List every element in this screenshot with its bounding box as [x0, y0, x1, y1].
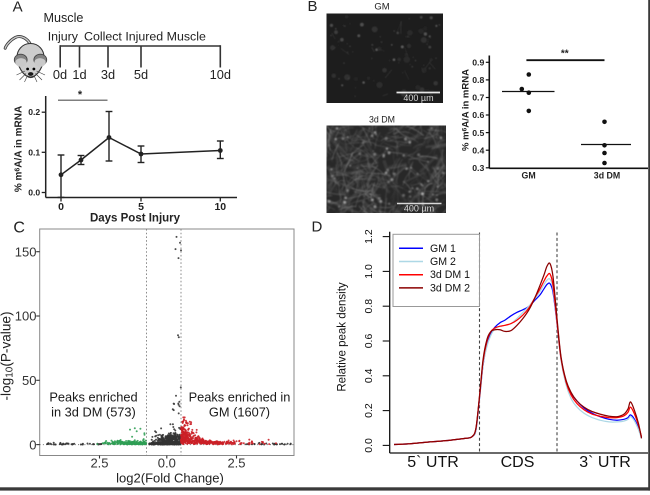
- svg-text:-log10(P-value): -log10(P-value): [0, 312, 15, 401]
- svg-text:log2(Fold Change): log2(Fold Change): [116, 471, 224, 486]
- svg-text:1.2: 1.2: [363, 229, 375, 244]
- svg-text:Muscle: Muscle: [44, 11, 84, 25]
- svg-text:3d DM 2: 3d DM 2: [430, 282, 470, 294]
- svg-text:0.4: 0.4: [472, 145, 484, 155]
- svg-text:CDS: CDS: [501, 454, 535, 471]
- svg-text:3d: 3d: [101, 67, 115, 82]
- svg-text:5` UTR: 5` UTR: [407, 454, 459, 471]
- svg-text:10: 10: [214, 201, 226, 213]
- svg-text:0.6: 0.6: [363, 334, 375, 349]
- svg-text:0.0: 0.0: [158, 455, 176, 470]
- svg-text:GM 1: GM 1: [430, 243, 456, 255]
- svg-text:% m6A/A in mRNA: % m6A/A in mRNA: [14, 106, 25, 192]
- svg-text:GM (1607): GM (1607): [209, 404, 270, 419]
- svg-text:in 3d DM (573): in 3d DM (573): [51, 404, 136, 419]
- svg-text:GM 2: GM 2: [430, 256, 456, 268]
- svg-text:10d: 10d: [210, 67, 231, 82]
- svg-text:0.2: 0.2: [28, 107, 40, 117]
- svg-text:Collect Injured Muscle: Collect Injured Muscle: [84, 30, 206, 44]
- svg-text:Injury: Injury: [48, 30, 79, 44]
- svg-text:Peaks enriched: Peaks enriched: [49, 390, 137, 405]
- svg-text:0.8: 0.8: [472, 75, 484, 85]
- svg-text:**: **: [561, 49, 569, 60]
- svg-text:3d DM: 3d DM: [369, 114, 395, 124]
- svg-text:5: 5: [138, 201, 144, 213]
- svg-text:% m6A/A in mRNA: % m6A/A in mRNA: [461, 69, 472, 151]
- svg-text:5d: 5d: [134, 67, 148, 82]
- svg-text:2.5: 2.5: [90, 455, 108, 470]
- svg-text:100: 100: [15, 309, 37, 324]
- svg-text:1d: 1d: [72, 67, 86, 82]
- svg-text:0.0: 0.0: [28, 188, 40, 198]
- svg-text:B: B: [308, 0, 318, 15]
- svg-text:0.8: 0.8: [363, 299, 375, 314]
- svg-text:0.9: 0.9: [472, 58, 484, 68]
- svg-text:400 µm: 400 µm: [403, 93, 433, 103]
- svg-text:0.5: 0.5: [472, 128, 484, 138]
- svg-text:0.7: 0.7: [472, 93, 484, 103]
- svg-text:0.6: 0.6: [472, 110, 484, 120]
- svg-text:0.1: 0.1: [28, 147, 40, 157]
- svg-text:0: 0: [58, 201, 64, 213]
- svg-text:0.4: 0.4: [363, 368, 375, 383]
- svg-text:400 µm: 400 µm: [404, 204, 434, 214]
- svg-text:Relative peak density: Relative peak density: [337, 282, 349, 392]
- svg-text:150: 150: [15, 244, 37, 259]
- svg-text:0: 0: [29, 437, 36, 452]
- svg-text:Peaks enriched in: Peaks enriched in: [189, 390, 291, 405]
- svg-text:3d DM: 3d DM: [594, 171, 620, 181]
- svg-text:0.2: 0.2: [363, 403, 375, 418]
- svg-text:1.0: 1.0: [363, 264, 375, 279]
- svg-text:2.5: 2.5: [227, 455, 245, 470]
- svg-text:D: D: [312, 219, 323, 236]
- svg-text:0d: 0d: [53, 67, 67, 82]
- svg-text:50: 50: [22, 373, 36, 388]
- svg-text:GM: GM: [522, 171, 536, 181]
- svg-text:A: A: [13, 0, 23, 16]
- svg-text:0.3: 0.3: [472, 163, 484, 173]
- svg-text:3d DM 1: 3d DM 1: [430, 269, 470, 281]
- svg-text:GM: GM: [374, 2, 389, 13]
- svg-text:*: *: [78, 89, 83, 101]
- svg-text:C: C: [13, 220, 25, 237]
- svg-text:0.0: 0.0: [363, 438, 375, 453]
- svg-text:3` UTR: 3` UTR: [579, 454, 631, 471]
- svg-text:Days Post Injury: Days Post Injury: [90, 213, 181, 225]
